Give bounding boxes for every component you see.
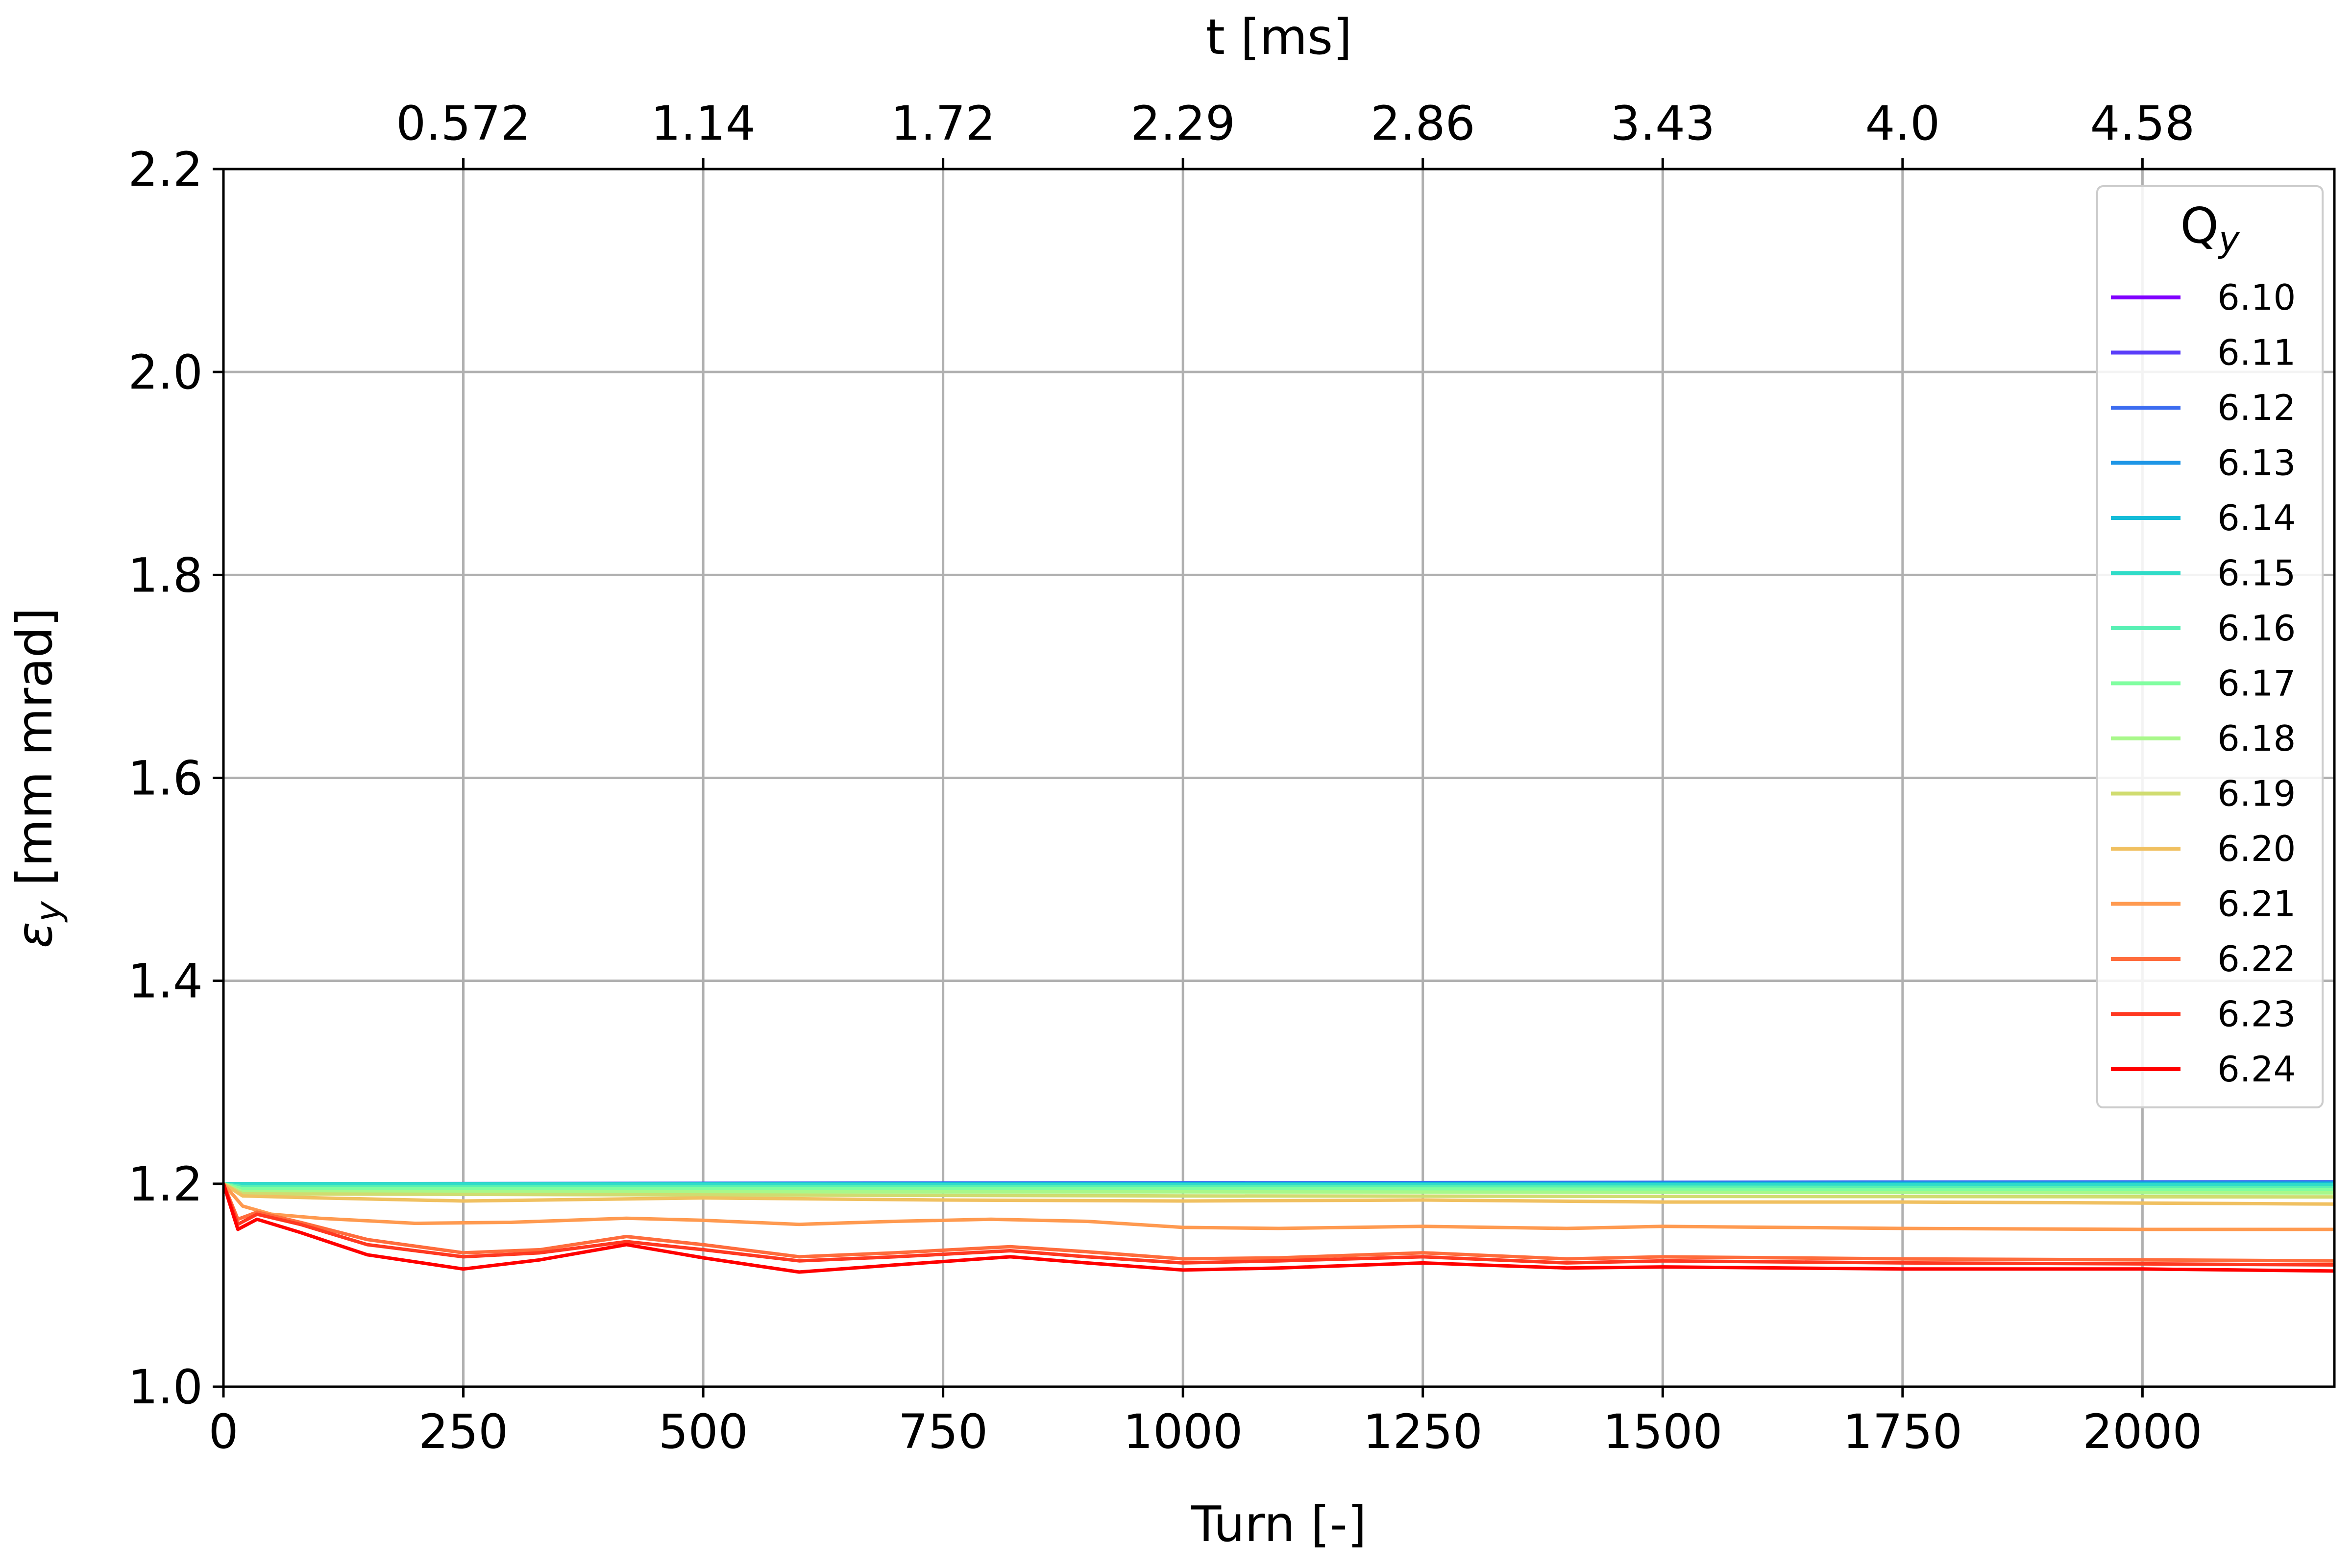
y-tick-label: 1.4	[128, 954, 203, 1009]
top-tick-label: 1.72	[891, 96, 996, 151]
top-tick-label: 2.86	[1371, 96, 1475, 151]
series-line-6.21	[222, 1182, 2334, 1231]
legend-entries: 6.10 6.11 6.12 6.13 6.14 6.15 6.16 6.17 6.18 6.19…	[2111, 277, 2296, 1090]
legend-title-main: Q	[2180, 197, 2219, 254]
series-lines	[221, 1180, 2335, 1274]
x-tick-label: 1750	[1843, 1404, 1962, 1459]
x-tick-label: 1500	[1603, 1404, 1722, 1459]
legend-label-6.10: 6.10	[2217, 277, 2296, 318]
series-line-6.20	[222, 1182, 2335, 1206]
x-tick-label: 500	[658, 1404, 748, 1459]
legend-label-6.20: 6.20	[2217, 828, 2296, 869]
x-tick-label: 0	[208, 1404, 238, 1459]
y-tick-label: 1.6	[128, 751, 203, 806]
legend-label-6.24: 6.24	[2217, 1049, 2296, 1090]
y-tick-label: 2.2	[128, 142, 203, 197]
x-tick-label: 750	[898, 1404, 988, 1459]
legend-title-subscript: y	[2218, 219, 2240, 260]
top-axis-title: t [ms]	[1206, 8, 1352, 66]
top-tick-label: 2.29	[1130, 96, 1235, 151]
legend-label-6.23: 6.23	[2217, 994, 2296, 1035]
series-line-6.24	[221, 1183, 2335, 1274]
legend-label-6.21: 6.21	[2217, 883, 2296, 925]
legend-label-6.17: 6.17	[2217, 663, 2296, 704]
y-tick-label: 1.0	[128, 1360, 203, 1415]
legend-label-6.13: 6.13	[2217, 442, 2296, 484]
y-axis-title-unit: [mm mrad]	[6, 608, 63, 902]
series-line-6.22	[221, 1183, 2335, 1263]
series-line-6.23	[221, 1183, 2335, 1267]
y-axis-title: εy [mm mrad]	[6, 608, 69, 948]
legend-label-6.11: 6.11	[2217, 332, 2296, 373]
legend-title: Qy	[2180, 197, 2240, 260]
x-tick-label: 1000	[1123, 1404, 1243, 1459]
legend-label-6.14: 6.14	[2217, 497, 2296, 539]
top-tick-label: 1.14	[651, 96, 756, 151]
x-tick-label: 250	[418, 1404, 508, 1459]
x-axis-title: Turn [-]	[1191, 1495, 1367, 1553]
y-axis-title-symbol: ε	[6, 922, 63, 948]
x-tick-label: 1250	[1363, 1404, 1483, 1459]
axis-ticks: 0 250 500 750 1000 1250 1500 1750 2000 1.0 1.2 1.4 1…	[128, 96, 2202, 1459]
legend: Qy 6.106.116.126.136.146.156.166.176.186…	[2096, 185, 2324, 1108]
series-line-6.15	[223, 1182, 2334, 1187]
legend-label-6.22: 6.22	[2217, 938, 2296, 980]
y-tick-label: 1.8	[128, 548, 203, 603]
legend-label-6.19: 6.19	[2217, 773, 2296, 814]
top-tick-label: 3.43	[1610, 96, 1715, 151]
top-tick-label: 4.0	[1865, 96, 1940, 151]
top-tick-label: 4.58	[2090, 96, 2195, 151]
x-tick-label: 2000	[2082, 1404, 2202, 1459]
legend-label-6.15: 6.15	[2217, 553, 2296, 594]
legend-label-6.18: 6.18	[2217, 718, 2296, 759]
legend-box	[2096, 185, 2324, 1108]
legend-label-6.12: 6.12	[2217, 387, 2296, 428]
y-tick-label: 2.0	[128, 345, 203, 400]
y-axis-title-subscript: y	[28, 901, 69, 923]
legend-label-6.16: 6.16	[2217, 608, 2296, 649]
top-tick-label: 0.572	[396, 96, 531, 151]
y-tick-label: 1.2	[128, 1157, 203, 1212]
